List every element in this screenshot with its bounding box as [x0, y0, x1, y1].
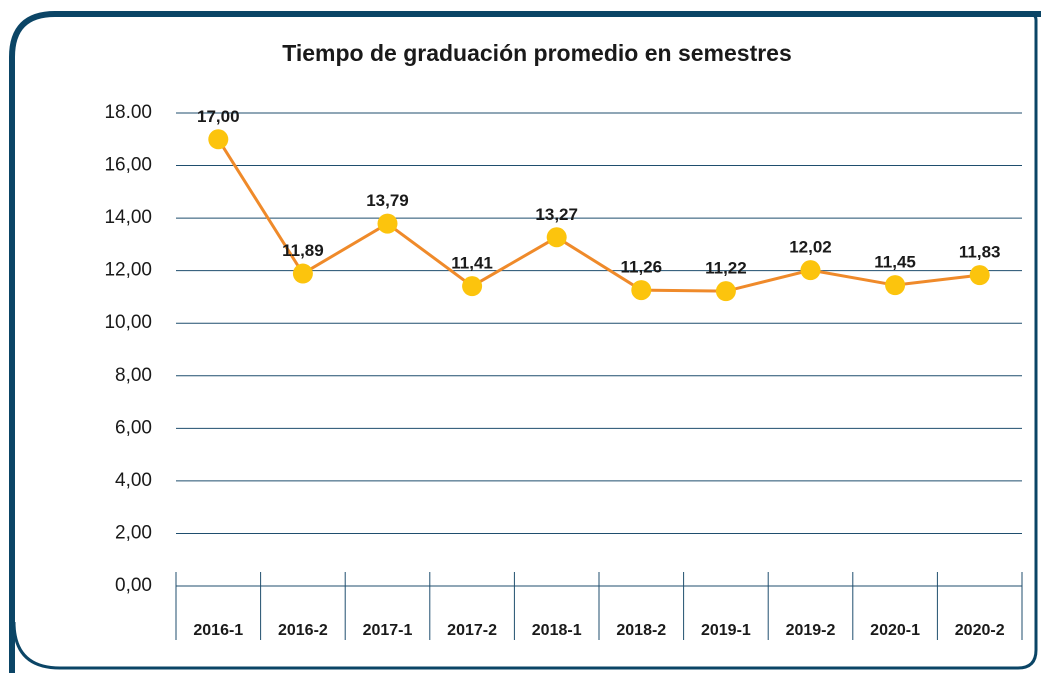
x-tick-label: 2018-1 [532, 622, 582, 639]
marker [208, 129, 229, 150]
data-label: 13,79 [366, 191, 409, 210]
y-tick-label: 16,00 [104, 155, 152, 176]
data-label: 11,41 [451, 254, 493, 273]
frame [9, 11, 1041, 673]
frame-inner [12, 12, 1038, 670]
marker [292, 263, 313, 284]
marker [546, 227, 567, 248]
y-tick-label: 0,00 [115, 575, 152, 596]
marker [462, 276, 483, 297]
x-tick-label: 2019-1 [701, 622, 751, 639]
y-tick-label: 2,00 [115, 522, 152, 543]
data-label: 13,27 [535, 205, 578, 224]
y-tick-label: 8,00 [115, 365, 152, 386]
chart-title: Tiempo de graduación promedio en semestr… [282, 40, 792, 66]
data-label: 11,83 [959, 243, 1001, 262]
data-label: 11,45 [874, 253, 916, 272]
data-label: 11,89 [282, 241, 324, 260]
marker [969, 265, 990, 286]
y-tick-label: 6,00 [115, 417, 152, 438]
x-tick-label: 2019-2 [786, 622, 836, 639]
data-label: 11,26 [620, 258, 662, 277]
data-label: 17,00 [197, 107, 240, 126]
marker [885, 275, 906, 296]
y-tick-label: 14,00 [104, 207, 152, 228]
marker [715, 281, 736, 302]
marker [800, 260, 821, 281]
x-tick-label: 2017-2 [447, 622, 497, 639]
x-tick-label: 2017-1 [363, 622, 413, 639]
y-tick-label: 10,00 [104, 312, 152, 333]
y-tick-label: 4,00 [115, 470, 152, 491]
y-tick-label: 18.00 [104, 102, 152, 123]
x-tick-label: 2020-2 [955, 622, 1005, 639]
data-label: 12,02 [789, 238, 832, 257]
x-tick-label: 2016-2 [278, 622, 328, 639]
marker [377, 213, 398, 234]
x-tick-label: 2020-1 [870, 622, 920, 639]
line [217, 138, 980, 293]
y-tick-label: 12,00 [104, 260, 152, 281]
x-tick-label: 2016-1 [193, 622, 243, 639]
data-label: 11,22 [705, 259, 747, 278]
x-tick-label: 2018-2 [616, 622, 666, 639]
marker [631, 280, 652, 301]
